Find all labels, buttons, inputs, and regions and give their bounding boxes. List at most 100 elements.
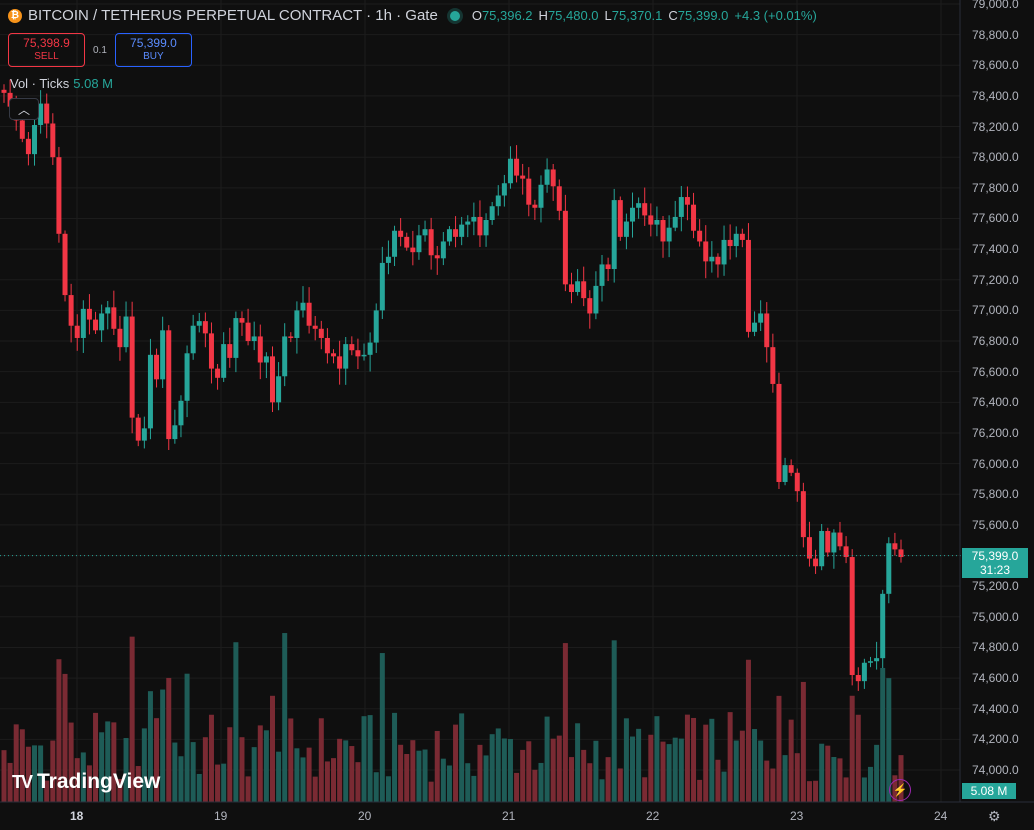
candle-body xyxy=(208,333,214,369)
candle-body xyxy=(367,342,373,355)
sell-button[interactable]: 75,398.9 SELL xyxy=(8,33,85,67)
volume-bar xyxy=(660,741,666,802)
spread-value: 0.1 xyxy=(93,44,107,56)
price-tick-label: 74,200.0 xyxy=(972,732,1019,747)
volume-bar xyxy=(813,780,819,802)
tradingview-logo[interactable]: TV TradingView xyxy=(12,770,161,793)
volume-bar xyxy=(93,712,99,802)
volume-bar xyxy=(208,714,214,802)
candle-body xyxy=(80,308,86,338)
candle-body xyxy=(141,428,147,441)
volume-bar xyxy=(758,740,764,802)
volume-bar xyxy=(361,716,367,802)
buy-button[interactable]: 75,399.0 BUY xyxy=(114,33,192,67)
price-tick-label: 75,200.0 xyxy=(972,579,1019,594)
volume-bar xyxy=(19,729,25,802)
candle-body xyxy=(867,661,873,663)
volume-bar xyxy=(666,744,672,802)
candle-body xyxy=(1,89,7,93)
candle-body xyxy=(819,531,825,567)
volume-bar xyxy=(312,776,318,802)
candle-body xyxy=(428,229,434,256)
candle-body xyxy=(392,230,398,257)
volume-bar xyxy=(239,737,245,802)
candle-body xyxy=(630,207,636,222)
candle-body xyxy=(263,356,269,363)
candle-body xyxy=(697,230,703,242)
volume-bar xyxy=(196,773,202,802)
volume-bar xyxy=(501,738,507,802)
price-tick-label: 76,800.0 xyxy=(972,334,1019,349)
candle-body xyxy=(361,354,367,357)
volume-bar xyxy=(514,772,520,802)
volume-bar xyxy=(263,730,269,802)
volume-bar xyxy=(117,778,123,802)
volume-bar xyxy=(50,740,56,802)
price-tick-label: 77,400.0 xyxy=(972,242,1019,257)
candle-body xyxy=(837,532,843,547)
volume-bar xyxy=(623,718,629,802)
candle-body xyxy=(691,204,697,231)
candle-body xyxy=(684,197,690,205)
volume-bar xyxy=(520,749,526,802)
candle-body xyxy=(56,157,62,234)
candle-body xyxy=(410,247,416,253)
candle-body xyxy=(404,236,410,248)
candle-body xyxy=(422,229,428,236)
volume-bar xyxy=(654,716,660,802)
volume-legend[interactable]: Vol · Ticks 5.08 M xyxy=(10,76,113,91)
candle-body xyxy=(898,549,904,558)
candle-body xyxy=(19,120,25,139)
volume-bar xyxy=(709,718,715,802)
volume-bar xyxy=(770,768,776,802)
candle-body xyxy=(86,308,92,320)
volume-bar xyxy=(385,776,391,802)
volume-bar xyxy=(404,754,410,802)
volume-bar xyxy=(703,724,709,802)
candle-body xyxy=(800,491,806,538)
volume-bar xyxy=(32,745,38,802)
candle-body xyxy=(294,310,300,338)
candle-body xyxy=(147,354,153,429)
candle-body xyxy=(74,325,80,338)
candle-body xyxy=(288,336,294,338)
volume-bar xyxy=(550,738,556,802)
volume-bar xyxy=(1,750,7,802)
volume-bar xyxy=(288,718,294,802)
candle-body xyxy=(514,158,520,176)
volume-bar xyxy=(160,689,166,802)
volume-bar xyxy=(526,741,532,802)
volume-bar xyxy=(74,758,80,802)
volume-bar xyxy=(819,743,825,802)
candle-body xyxy=(501,183,507,196)
candle-body xyxy=(202,321,208,334)
price-tick-label: 77,200.0 xyxy=(972,272,1019,287)
volume-bar xyxy=(867,766,873,802)
price-tick-label: 76,200.0 xyxy=(972,425,1019,440)
volume-bar xyxy=(453,724,459,802)
price-tick-label: 78,000.0 xyxy=(972,150,1019,165)
candle-body xyxy=(581,281,587,299)
volume-bar xyxy=(367,715,373,802)
candle-body xyxy=(770,347,776,384)
candle-body xyxy=(343,344,349,369)
gear-icon[interactable]: ⚙ xyxy=(988,808,1001,824)
candle-body xyxy=(648,215,654,225)
collapse-legend-button[interactable]: ︿ xyxy=(9,98,39,120)
candle-body xyxy=(477,216,483,236)
candle-body xyxy=(245,322,251,342)
candle-body xyxy=(349,344,355,351)
candle-body xyxy=(453,229,459,237)
volume-bar xyxy=(886,678,892,802)
candle-body xyxy=(599,264,605,286)
symbol-title[interactable]: BITCOIN / TETHERUS PERPETUAL CONTRACT · … xyxy=(28,7,438,24)
candle-body xyxy=(764,313,770,348)
candle-body xyxy=(727,239,733,247)
volume-bar xyxy=(446,765,452,802)
candle-body xyxy=(385,256,391,263)
volume-bar xyxy=(7,762,13,802)
volume-bar xyxy=(837,758,843,802)
volume-bar xyxy=(190,742,196,802)
lightning-icon[interactable]: ⚡ xyxy=(889,779,911,801)
